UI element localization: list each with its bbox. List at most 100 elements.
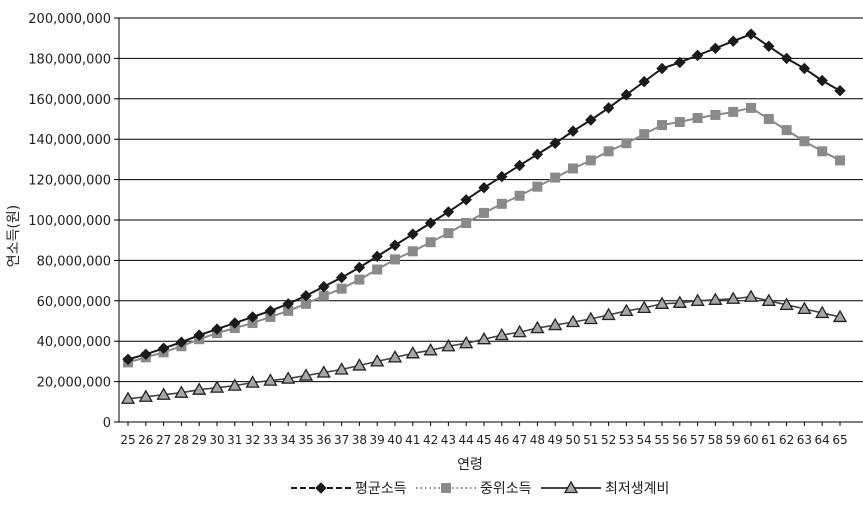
data-point <box>709 42 722 55</box>
data-point <box>245 375 260 388</box>
data-point <box>602 102 615 114</box>
data-point <box>156 387 171 400</box>
x-tick-label: 32 <box>245 433 260 447</box>
data-point <box>282 298 294 310</box>
data-point <box>300 290 312 302</box>
data-point <box>122 353 134 366</box>
y-tick-label: 0 <box>103 416 111 431</box>
x-tick-label: 43 <box>441 433 456 447</box>
data-point <box>372 264 383 275</box>
data-point <box>138 389 153 402</box>
data-point <box>405 346 420 359</box>
x-tick-label: 62 <box>779 433 794 447</box>
data-point <box>229 317 241 329</box>
data-point <box>513 159 526 172</box>
data-point <box>601 307 616 321</box>
data-point <box>193 329 205 341</box>
x-tick-label: 40 <box>387 433 402 447</box>
data-point <box>637 300 652 314</box>
data-point <box>565 314 581 328</box>
data-point <box>353 261 366 274</box>
data-point <box>674 117 685 128</box>
data-point <box>620 89 633 101</box>
x-axis-ticks: 25 26 27 28 29 30 31 32 33 34 35 36 37 38 39 40 41 42 43 44… <box>120 422 848 447</box>
data-point <box>727 35 739 47</box>
data-point <box>531 148 544 161</box>
data-point <box>423 342 438 356</box>
y-tick-label: 20,000,000 <box>37 376 111 391</box>
data-point <box>548 317 563 331</box>
data-point <box>799 136 810 147</box>
data-point <box>779 297 794 310</box>
data-point <box>476 331 492 345</box>
data-point <box>175 336 188 348</box>
data-point <box>692 112 703 123</box>
data-point <box>815 305 830 319</box>
data-point <box>708 292 723 305</box>
x-tick-label: 50 <box>565 433 580 447</box>
data-point <box>264 305 277 317</box>
x-tick-label: 41 <box>405 433 420 447</box>
data-point <box>621 138 632 149</box>
legend-swatch-marker <box>563 480 579 494</box>
data-point <box>496 170 508 183</box>
x-tick-label: 47 <box>512 433 527 447</box>
x-tick-label: 45 <box>476 433 491 447</box>
data-point <box>532 181 543 192</box>
y-tick-label: 80,000,000 <box>37 254 111 269</box>
data-point <box>425 237 436 248</box>
series-1 <box>122 28 846 366</box>
x-tick-label: 31 <box>227 433 242 447</box>
x-tick-label: 28 <box>174 433 189 447</box>
x-tick-label: 53 <box>619 433 634 447</box>
x-tick-label: 39 <box>370 433 385 447</box>
x-tick-label: 49 <box>548 433 563 447</box>
legend-label: 평균소득 <box>355 481 407 497</box>
data-point <box>585 155 596 166</box>
y-tick-label: 100,000,000 <box>28 214 111 229</box>
data-point <box>746 102 756 113</box>
data-point <box>567 125 579 137</box>
data-point <box>568 163 578 174</box>
data-point <box>387 350 403 363</box>
x-tick-label: 38 <box>352 433 367 447</box>
data-point <box>318 280 330 293</box>
legend-label: 중위소득 <box>480 481 532 497</box>
y-tick-label: 160,000,000 <box>28 93 111 108</box>
x-tick-label: 29 <box>192 433 207 447</box>
data-point <box>424 217 437 229</box>
x-tick-label: 25 <box>120 433 135 447</box>
legend-item-2: 중위소득 <box>416 481 532 497</box>
data-point <box>816 74 828 87</box>
x-tick-label: 26 <box>138 433 153 447</box>
data-point <box>460 194 472 206</box>
data-point <box>657 120 667 131</box>
data-point <box>442 206 455 218</box>
x-tick-label: 27 <box>156 433 171 447</box>
data-point <box>281 371 296 384</box>
data-point <box>298 368 314 381</box>
data-point <box>726 291 741 304</box>
x-tick-label: 55 <box>654 433 669 447</box>
y-tick-label: 180,000,000 <box>28 52 111 67</box>
data-point <box>352 358 367 371</box>
gridlines <box>119 17 863 383</box>
data-point <box>530 320 545 334</box>
data-point <box>316 365 331 378</box>
y-axis-label: 연소득(원) <box>6 205 22 267</box>
legend-swatch-marker <box>441 483 451 493</box>
data-point <box>390 254 400 265</box>
x-tick-label: 30 <box>209 433 224 447</box>
data-point <box>512 324 527 338</box>
x-tick-label: 36 <box>316 433 331 447</box>
data-point <box>263 373 278 386</box>
data-point <box>443 228 454 239</box>
data-point <box>120 391 136 404</box>
data-point <box>817 146 828 157</box>
data-point <box>209 380 225 393</box>
legend-swatch-marker <box>315 482 327 494</box>
data-point <box>192 382 207 395</box>
data-point <box>494 327 509 341</box>
data-point <box>479 207 489 218</box>
data-point <box>832 309 848 323</box>
